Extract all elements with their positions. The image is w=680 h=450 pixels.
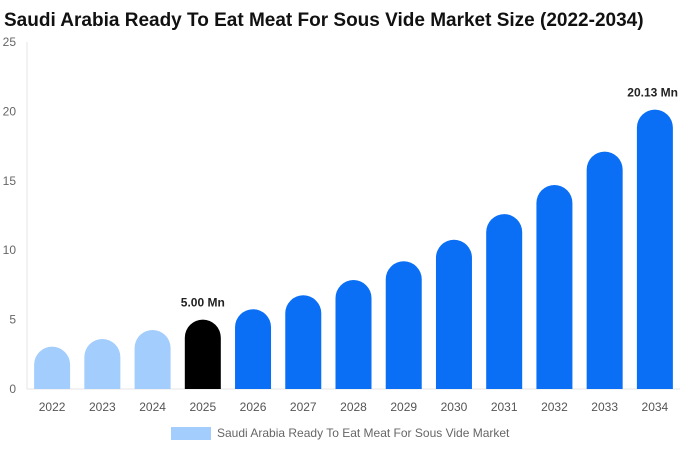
data-label: 5.00 Mn: [181, 296, 225, 310]
bar-2026: [235, 309, 272, 389]
x-tick-label: 2030: [441, 400, 468, 414]
chart-title: Saudi Arabia Ready To Eat Meat For Sous …: [4, 10, 644, 31]
bar-2025: [184, 319, 221, 389]
x-tick-label: 2032: [541, 400, 568, 414]
bar-2022: [34, 346, 71, 389]
x-tick-label: 2029: [390, 400, 417, 414]
x-tick-label: 2022: [39, 400, 66, 414]
bar-2030: [435, 239, 472, 389]
legend[interactable]: Saudi Arabia Ready To Eat Meat For Sous …: [171, 426, 509, 440]
y-tick-label: 5: [9, 313, 16, 327]
x-tick-label: 2025: [189, 400, 216, 414]
bar-2034: [636, 109, 673, 389]
bar-2028: [335, 280, 372, 389]
x-tick-label: 2031: [491, 400, 518, 414]
legend-label: Saudi Arabia Ready To Eat Meat For Sous …: [217, 426, 510, 440]
bar-2031: [486, 214, 523, 389]
chart-labels: 2022 2023 2024 2025 2026 2027 2028 2029 2030 2031…: [39, 86, 678, 414]
x-tick-label: 2028: [340, 400, 367, 414]
bar-2032: [536, 184, 573, 389]
x-tick-label: 2033: [591, 400, 618, 414]
x-tick-label: 2023: [89, 400, 116, 414]
bar-2023: [84, 339, 121, 389]
bar-2029: [385, 261, 422, 389]
y-tick-label: 10: [3, 243, 17, 257]
y-tick-label: 0: [9, 382, 16, 396]
chart-bars: [34, 109, 673, 389]
legend-swatch: [171, 426, 211, 440]
x-tick-label: 2026: [240, 400, 267, 414]
bar-2027: [285, 295, 322, 389]
x-tick-label: 2027: [290, 400, 317, 414]
bar-2033: [586, 151, 623, 389]
y-tick-label: 20: [3, 104, 17, 118]
x-tick-label: 2024: [139, 400, 166, 414]
data-label: 20.13 Mn: [627, 86, 678, 100]
y-tick-label: 25: [3, 35, 17, 49]
x-tick-label: 2034: [642, 400, 669, 414]
y-tick-label: 15: [3, 174, 17, 188]
bar-2024: [134, 330, 171, 389]
